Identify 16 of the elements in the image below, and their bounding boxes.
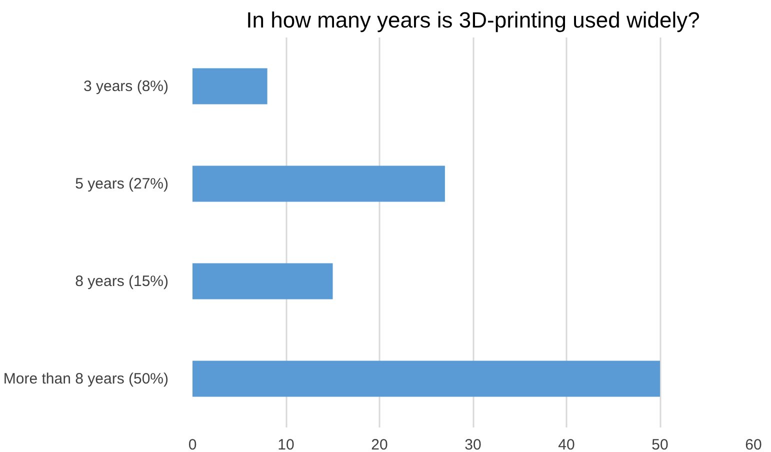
x-tick-label: 20: [371, 436, 388, 452]
bar: [192, 166, 445, 202]
x-tick-label: 60: [745, 436, 762, 452]
y-tick-label: 8 years (15%): [75, 272, 169, 290]
y-tick-label: 5 years (27%): [75, 175, 169, 192]
bar: [192, 263, 333, 300]
x-tick-label: 0: [188, 436, 197, 452]
x-tick-label: 30: [464, 436, 482, 452]
y-tick-label: 3 years (8%): [83, 78, 169, 95]
bar: [192, 68, 268, 104]
x-tick-label: 10: [278, 436, 294, 452]
x-tick-label: 40: [558, 436, 575, 452]
chart-title: In how many years is 3D-printing used widely?: [246, 8, 700, 32]
x-tick-label: 50: [652, 436, 668, 452]
y-tick-label: More than 8 years (50%): [3, 370, 169, 388]
bar: [192, 360, 660, 397]
